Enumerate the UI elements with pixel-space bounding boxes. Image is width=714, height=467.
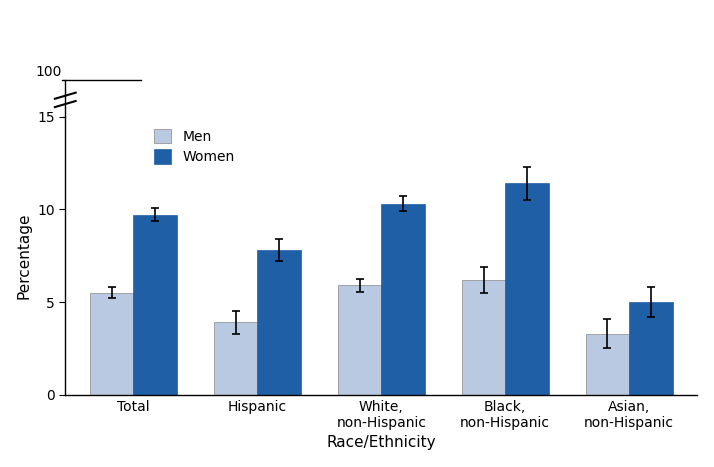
Legend: Men, Women: Men, Women — [154, 129, 234, 164]
Bar — [338, 285, 381, 395]
Y-axis label: Percentage: Percentage — [16, 212, 31, 299]
Bar — [214, 322, 257, 395]
Bar — [629, 302, 673, 395]
Text: 100: 100 — [36, 65, 62, 79]
Bar — [585, 333, 629, 395]
Bar — [381, 204, 425, 395]
X-axis label: Race/Ethnicity: Race/Ethnicity — [326, 435, 436, 450]
Bar — [506, 184, 548, 395]
Bar — [134, 215, 177, 395]
Bar — [90, 293, 134, 395]
Bar — [462, 280, 506, 395]
Bar — [257, 250, 301, 395]
